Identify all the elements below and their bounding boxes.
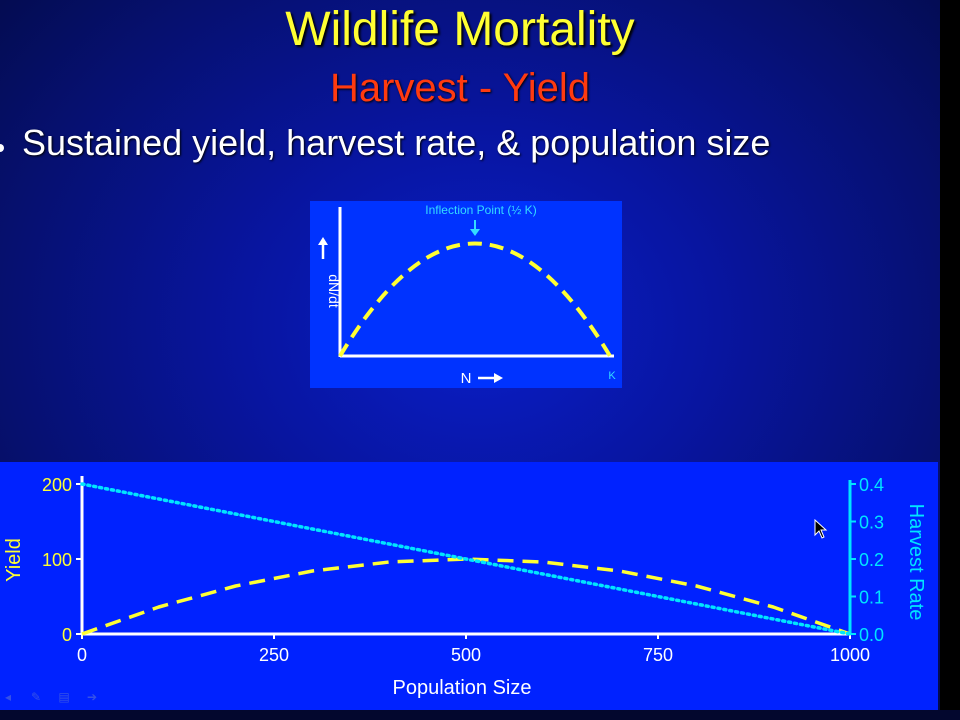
inset-growth-curve (338, 241, 612, 358)
screen-edge-bottom (0, 710, 960, 720)
slide-subtitle: Harvest - Yield (329, 66, 591, 110)
y-tick-label-right: 0.4 (859, 475, 884, 495)
x-axis-label: Population Size (393, 677, 532, 699)
x-tick-label: 500 (451, 645, 481, 665)
mouse-cursor-icon (814, 519, 828, 539)
inset-x-label: N (461, 370, 472, 387)
presentation-toolbar[interactable]: ◂ ✎ ▤ ➔ (0, 688, 100, 706)
y-tick-label-right: 0.3 (859, 513, 884, 533)
y-tick-label-right: 0.1 (859, 588, 884, 608)
inset-annotation: Inflection Point (½ K) (425, 203, 536, 217)
inset-chart: Inflection Point (½ K) dN/dt N K (310, 201, 622, 388)
inset-x-arrow-icon (494, 373, 503, 383)
y-axis-label-left: Yield (3, 538, 25, 582)
pen-icon[interactable]: ✎ (30, 690, 42, 704)
y-tick-label-left: 200 (42, 475, 72, 495)
slide-title: Wildlife Mortality (285, 3, 635, 56)
harvest-rate-series-line (80, 482, 852, 636)
next-icon[interactable]: ➔ (86, 690, 98, 704)
bullet-dot-icon (0, 144, 4, 152)
yield-harvest-chart: Population Size Yield Harvest Rate 0 250 5… (0, 462, 938, 710)
pointer-icon[interactable]: ◂ (4, 690, 12, 704)
screen-edge-right (940, 0, 960, 720)
x-tick-label: 250 (259, 645, 289, 665)
y-tick-label-right: 0.0 (859, 625, 884, 645)
y-tick-label-left: 0 (62, 625, 72, 645)
y-tick-label-left: 100 (42, 550, 72, 570)
inset-chart-svg: Inflection Point (½ K) dN/dt N K (318, 203, 616, 387)
y-axis-label-right: Harvest Rate (905, 504, 927, 621)
inset-inflection-arrow-icon (470, 229, 480, 236)
yield-harvest-chart-svg: Population Size Yield Harvest Rate 0 250 5… (3, 475, 927, 699)
slides-icon[interactable]: ▤ (58, 690, 70, 704)
yield-series-line (81, 557, 851, 636)
inset-y-label: dN/dt (326, 274, 342, 308)
x-tick-label: 1000 (830, 645, 870, 665)
x-tick-label: 750 (643, 645, 673, 665)
inset-y-arrow-icon (318, 237, 328, 245)
x-tick-label: 0 (77, 645, 87, 665)
y-tick-label-right: 0.2 (859, 550, 884, 570)
bullet-text: Sustained yield, harvest rate, & populat… (22, 122, 771, 163)
inset-k-label: K (608, 370, 616, 382)
